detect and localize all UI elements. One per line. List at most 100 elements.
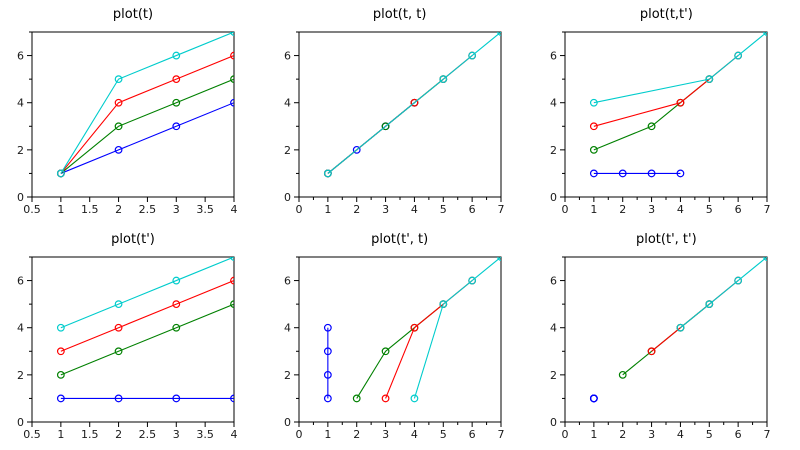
x-tick-label: 7 bbox=[497, 428, 504, 441]
y-tick-label: 6 bbox=[284, 275, 291, 288]
data-point-marker bbox=[114, 75, 123, 84]
data-point-marker bbox=[230, 51, 234, 60]
x-tick-label: 0 bbox=[562, 428, 569, 441]
data-point-marker bbox=[230, 300, 234, 309]
data-point-marker bbox=[410, 98, 418, 107]
x-tick-label: 3 bbox=[173, 428, 180, 441]
data-point-marker bbox=[467, 276, 476, 285]
x-tick-label: 1 bbox=[57, 428, 64, 441]
subplot-plot-tprime-tprime: 0 1 2 3 4 5 6 7 0 2 4 6 plot(t', t') bbox=[533, 225, 799, 450]
x-tick-label: 5 bbox=[706, 428, 713, 441]
data-point-marker bbox=[381, 394, 390, 403]
y-tick-label: 0 bbox=[284, 416, 291, 429]
x-tick-label: 6 bbox=[735, 203, 742, 216]
x-tick-label: 3.5 bbox=[196, 203, 214, 216]
series-group bbox=[590, 32, 768, 178]
data-point-marker bbox=[352, 394, 361, 403]
data-point-marker bbox=[172, 276, 181, 285]
x-tick-label: 5 bbox=[439, 428, 446, 441]
data-point-marker bbox=[590, 122, 599, 131]
data-point-marker bbox=[56, 169, 65, 178]
series-line bbox=[593, 78, 710, 151]
x-tick-label: 3 bbox=[382, 203, 389, 216]
data-point-marker bbox=[172, 75, 181, 84]
x-tick-label: 3 bbox=[382, 428, 389, 441]
series-line bbox=[60, 303, 234, 376]
plot-canvas: 0 1 2 3 4 5 6 7 0 2 4 6 bbox=[284, 256, 504, 441]
x-tick-label: 7 bbox=[764, 428, 771, 441]
data-point-marker bbox=[172, 300, 181, 309]
y-tick-label: 2 bbox=[17, 369, 24, 382]
data-point-marker bbox=[114, 394, 123, 403]
x-tick-label: 0 bbox=[562, 203, 569, 216]
data-point-marker bbox=[323, 347, 332, 356]
series-group bbox=[323, 32, 501, 178]
y-tick-label: 2 bbox=[550, 369, 557, 382]
plot-canvas: 0 1 2 3 4 5 6 7 0 2 4 6 bbox=[550, 256, 771, 441]
y-tick-label: 6 bbox=[550, 50, 557, 63]
data-point-marker bbox=[439, 300, 447, 309]
data-point-marker bbox=[734, 51, 743, 60]
x-tick-label: 3.5 bbox=[196, 428, 214, 441]
y-tick-label: 0 bbox=[550, 191, 557, 204]
x-tick-label: 5 bbox=[439, 203, 446, 216]
y-tick-label: 2 bbox=[284, 144, 291, 157]
plot-title: plot(t,t') bbox=[639, 7, 693, 22]
data-point-marker bbox=[323, 370, 332, 379]
series-line bbox=[60, 102, 234, 174]
y-tick-label: 0 bbox=[17, 191, 24, 204]
data-point-marker bbox=[590, 394, 599, 403]
data-point-marker bbox=[230, 98, 234, 107]
x-tick-label: 1.5 bbox=[81, 203, 99, 216]
data-point-marker bbox=[323, 394, 332, 403]
y-tick-label: 4 bbox=[284, 97, 291, 110]
data-point-marker bbox=[172, 323, 181, 332]
data-point-marker bbox=[230, 75, 234, 84]
data-point-marker bbox=[676, 169, 685, 178]
series-line bbox=[413, 257, 501, 399]
series-group bbox=[590, 257, 768, 403]
x-tick-label: 2 bbox=[353, 203, 360, 216]
y-tick-label: 4 bbox=[17, 322, 24, 335]
y-tick-label: 0 bbox=[550, 416, 557, 429]
data-point-marker bbox=[410, 323, 418, 332]
x-tick-label: 1 bbox=[591, 203, 598, 216]
y-tick-label: 4 bbox=[550, 322, 557, 335]
plot-canvas: 0.5 1 1.5 2 2.5 3 3.5 4 0 2 4 6 bbox=[17, 256, 238, 441]
x-tick-label: 1 bbox=[324, 203, 331, 216]
series-line bbox=[355, 303, 444, 399]
series-line bbox=[680, 257, 768, 329]
data-point-marker bbox=[590, 98, 599, 107]
series-line bbox=[384, 280, 473, 399]
data-point-marker bbox=[676, 98, 685, 107]
x-tick-label: 2.5 bbox=[139, 203, 157, 216]
x-tick-label: 4 bbox=[411, 203, 418, 216]
data-point-marker bbox=[114, 145, 123, 154]
x-tick-label: 2 bbox=[620, 203, 627, 216]
y-tick-label: 2 bbox=[550, 144, 557, 157]
data-point-marker bbox=[734, 276, 743, 285]
series-line bbox=[60, 257, 234, 329]
x-tick-label: 4 bbox=[231, 203, 238, 216]
data-point-marker bbox=[56, 394, 65, 403]
data-point-marker bbox=[647, 122, 656, 131]
data-point-marker bbox=[114, 122, 123, 131]
x-tick-label: 1.5 bbox=[81, 428, 99, 441]
plot-canvas: 0 1 2 3 4 5 6 7 0 2 4 6 bbox=[284, 31, 504, 216]
plot-title: plot(t', t) bbox=[371, 232, 429, 247]
plot-canvas: 0 1 2 3 4 5 6 7 0 2 4 6 bbox=[550, 31, 771, 216]
y-tick-label: 6 bbox=[550, 275, 557, 288]
series-line bbox=[60, 280, 234, 352]
data-point-marker bbox=[763, 257, 768, 261]
data-point-marker bbox=[410, 394, 418, 403]
x-tick-label: 2.5 bbox=[139, 428, 157, 441]
data-point-marker bbox=[56, 347, 65, 356]
data-point-marker bbox=[381, 347, 390, 356]
axes-frame bbox=[31, 256, 235, 423]
x-tick-label: 1 bbox=[57, 203, 64, 216]
series-group bbox=[56, 257, 234, 403]
data-point-marker bbox=[496, 257, 501, 261]
x-tick-label: 2 bbox=[115, 203, 122, 216]
y-tick-label: 6 bbox=[17, 50, 24, 63]
